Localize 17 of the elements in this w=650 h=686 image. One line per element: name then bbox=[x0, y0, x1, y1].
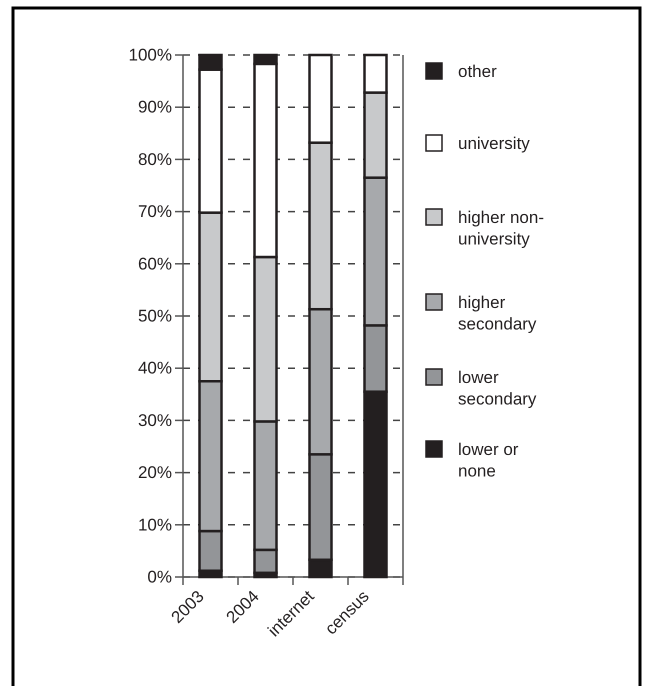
y-tick-label: 100% bbox=[128, 45, 172, 64]
y-tick-label: 50% bbox=[138, 306, 172, 326]
legend-label: higher non-university bbox=[458, 208, 544, 248]
y-tick-label: 80% bbox=[138, 150, 172, 169]
legend-label: university bbox=[458, 134, 530, 153]
legend-label: higher secondary bbox=[458, 293, 537, 334]
y-tick-label: 70% bbox=[138, 202, 172, 222]
y-tick-label: 40% bbox=[138, 358, 172, 378]
y-tick-label: 30% bbox=[138, 410, 172, 430]
y-tick-label: 0% bbox=[147, 567, 172, 586]
legend-label: other bbox=[458, 62, 498, 81]
y-tick-label: 60% bbox=[138, 254, 172, 274]
y-tick-label: 10% bbox=[138, 515, 172, 534]
legend-label: lower secondary bbox=[458, 368, 537, 408]
legend-label: lower or none bbox=[458, 440, 519, 480]
y-tick-label: 20% bbox=[138, 463, 172, 482]
y-tick-label: 90% bbox=[138, 98, 172, 117]
